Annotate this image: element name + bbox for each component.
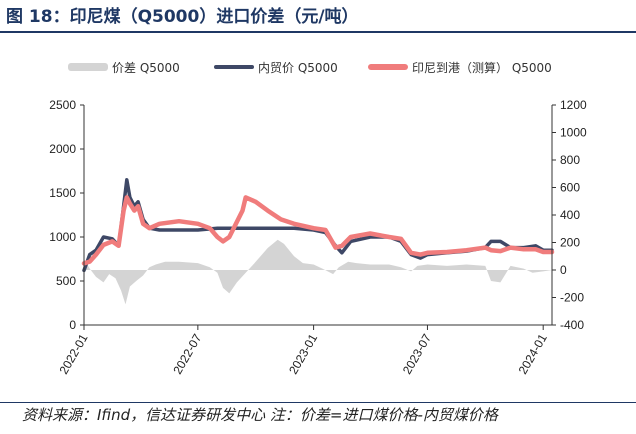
legend-label-indonesia: 印尼到港（测算） Q5000	[412, 60, 552, 75]
x-tick-label: 2022-07	[170, 331, 204, 376]
x-tick-label: 2023-07	[400, 331, 434, 376]
y-right-tick-label: -200	[560, 291, 584, 305]
y-right-tick-label: 400	[560, 208, 580, 222]
source-note: 资料来源：Ifind，信达证券研发中心 注：价差=进口煤价格-内贸煤价格	[22, 406, 498, 424]
series-line-indonesia	[81, 195, 555, 266]
legend-item-domestic: 内贸价 Q5000	[214, 57, 338, 77]
y-left-tick-label: 2500	[49, 98, 76, 112]
legend-swatch-indonesia	[368, 64, 408, 70]
figure-footer: 资料来源：Ifind，信达证券研发中心 注：价差=进口煤价格-内贸煤价格	[0, 402, 636, 430]
y-right-tick-label: 1000	[560, 126, 587, 140]
legend-item-indonesia: 印尼到港（测算） Q5000	[368, 57, 552, 77]
legend-label-domestic: 内贸价 Q5000	[258, 60, 338, 75]
y-right-tick-label: 600	[560, 181, 580, 195]
y-left-tick-label: 1000	[49, 230, 76, 244]
chart-legend: 价差 Q5000 内贸价 Q5000 印尼到港（测算） Q5000	[0, 57, 636, 77]
y-right-tick-label: 800	[560, 153, 580, 167]
y-left-tick-label: 2000	[49, 142, 76, 156]
y-right-tick-label: 1200	[560, 98, 587, 112]
chart-plot: 0 500 1000 1500 2000 2500 -400 -200 0 200 400 600 80…	[49, 98, 587, 377]
y-right-tick-label: -400	[560, 318, 584, 332]
y-left-tick-label: 0	[69, 318, 76, 332]
figure-title: 图 18：印尼煤（Q5000）进口价差（元/吨）	[6, 7, 359, 27]
y-right-tick-label: 200	[560, 236, 580, 250]
footer-rule	[0, 402, 636, 403]
x-tick-label: 2023-01	[286, 331, 320, 376]
legend-item-spread: 价差 Q5000	[68, 57, 180, 77]
legend-label-spread: 价差 Q5000	[112, 60, 180, 75]
x-tick-label: 2022-01	[56, 331, 90, 376]
y-left-tick-label: 1500	[49, 186, 76, 200]
y-right-tick-label: 0	[560, 263, 567, 277]
title-rule	[0, 31, 636, 33]
legend-swatch-spread	[68, 63, 108, 71]
x-tick-label: 2024-01	[516, 331, 550, 376]
legend-swatch-domestic	[214, 65, 254, 69]
y-left-tick-label: 500	[56, 274, 76, 288]
